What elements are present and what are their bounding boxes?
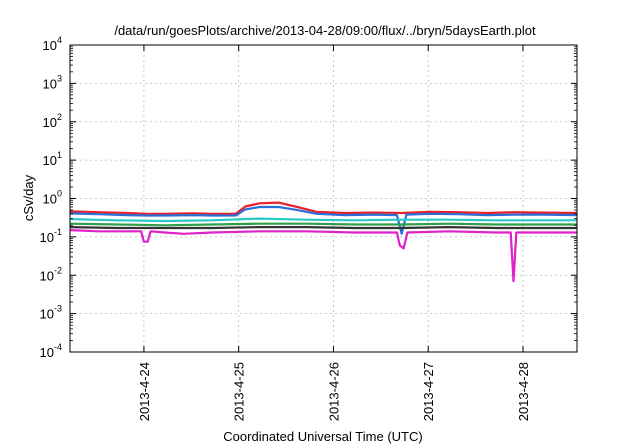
series-line-2: [69, 205, 578, 235]
y-tick-base: 10: [43, 38, 57, 53]
y-tick-label: 100: [43, 189, 62, 207]
series-line-4: [69, 222, 577, 227]
x-tick-label: 2013-4-27: [421, 362, 436, 421]
y-tick-base: 10: [40, 307, 54, 322]
y-tick-exponent: -1: [54, 227, 62, 237]
y-tick-exponent: -4: [54, 342, 62, 352]
x-tick-label: 2013-4-24: [137, 362, 152, 421]
x-tick-label: 2013-4-28: [516, 362, 531, 421]
y-tick-label: 101: [43, 150, 62, 168]
y-tick-exponent: -3: [54, 304, 62, 314]
y-tick-label: 10-2: [40, 265, 62, 283]
y-tick-base: 10: [43, 76, 57, 91]
chart-title: /data/run/goesPlots/archive/2013-04-28/0…: [114, 23, 536, 38]
x-axis: 2013-4-24 2013-4-25 2013-4-26 2013-4-27 2013…: [137, 45, 531, 421]
y-tick-base: 10: [43, 115, 57, 130]
x-axis-label: Coordinated Universal Time (UTC): [223, 429, 422, 444]
y-tick-label: 10-1: [40, 227, 62, 245]
y-tick-exponent: 4: [57, 35, 62, 45]
series-line-1: [69, 201, 578, 215]
y-tick-exponent: 3: [57, 73, 62, 83]
series-line-3: [69, 217, 577, 223]
series-line-6: [69, 229, 577, 283]
y-tick-base: 10: [40, 268, 54, 283]
series-line-5: [69, 226, 577, 230]
y-tick-label: 10-4: [40, 342, 62, 360]
x-tick-label: 2013-4-26: [326, 362, 341, 421]
y-tick-base: 10: [40, 230, 54, 245]
y-tick-exponent: -2: [54, 265, 62, 275]
y-tick-label: 10-3: [40, 304, 62, 322]
grid: [70, 45, 577, 352]
y-tick-base: 10: [43, 192, 57, 207]
y-tick-exponent: 1: [57, 150, 62, 160]
y-tick-label: 103: [43, 73, 62, 91]
y-tick-base: 10: [43, 153, 57, 168]
y-tick-exponent: 2: [57, 112, 62, 122]
y-axis-label: cSv/day: [21, 174, 36, 221]
series-group: [69, 201, 578, 283]
y-tick-label: 104: [43, 35, 62, 53]
x-tick-label: 2013-4-25: [232, 362, 247, 421]
y-tick-exponent: 0: [57, 189, 62, 199]
y-tick-label: 102: [43, 112, 62, 130]
y-tick-base: 10: [40, 345, 54, 360]
